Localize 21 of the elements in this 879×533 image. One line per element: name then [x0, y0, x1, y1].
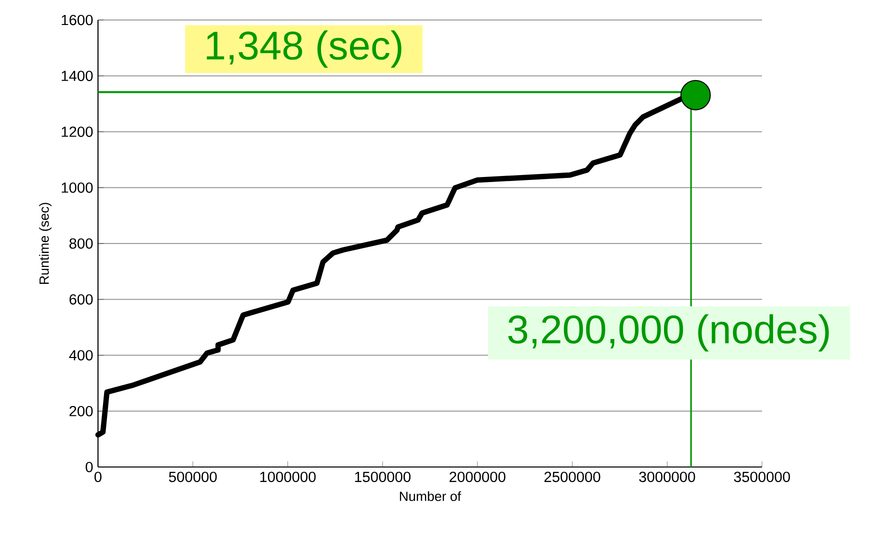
ref-line-label: 1,348 (sec) — [206, 30, 402, 68]
y-tick-label: 400 — [69, 350, 93, 360]
y-tick-label: 600 — [70, 294, 93, 305]
y-tick-label: 800 — [69, 238, 93, 249]
x-tick-label: 1000000 — [260, 472, 316, 482]
y-tick-label: 1400 — [62, 70, 93, 82]
x-tick-label: 0 — [94, 472, 102, 482]
ref-line-label: 3,200,000 (nodes) — [508, 314, 829, 352]
y-tick-label: 1200 — [62, 126, 93, 137]
y-axis-title: Runtime (sec) — [39, 202, 52, 284]
x-tick-label: 3500000 — [734, 472, 790, 482]
x-tick-label: 2500000 — [544, 472, 600, 482]
y-tick-label: 200 — [70, 406, 93, 416]
x-tick-label: 500000 — [168, 472, 217, 482]
x-tick-label: 3000000 — [639, 472, 696, 482]
x-tick-label: 1500000 — [355, 472, 411, 482]
y-tick-label: 0 — [86, 462, 93, 472]
y-tick-label: 1600 — [62, 14, 93, 26]
x-axis-title: Number of — [400, 491, 462, 502]
x-tick-label: 2000000 — [450, 472, 506, 482]
y-tick-label: 1000 — [62, 182, 93, 193]
